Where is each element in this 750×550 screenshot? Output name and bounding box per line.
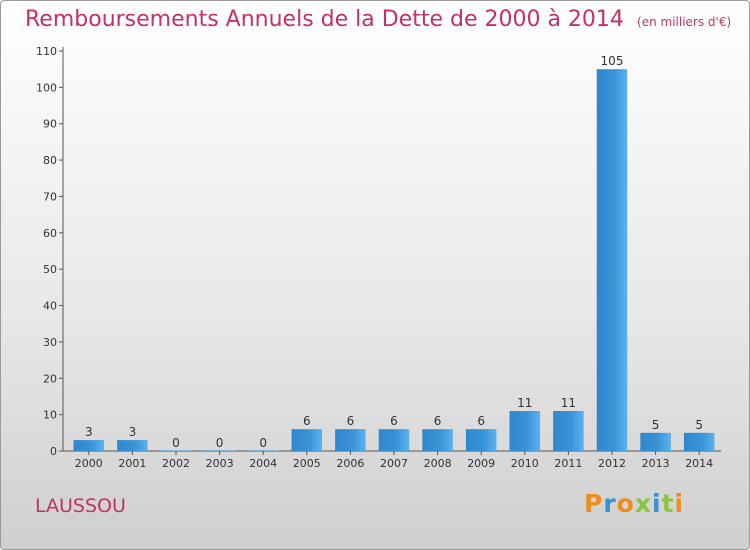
data-label: 6 (390, 414, 398, 428)
x-tick-label: 2004 (249, 457, 277, 470)
logo-letter: i (674, 489, 685, 518)
bar (117, 440, 148, 451)
logo-letter: r (603, 489, 617, 518)
y-tick-label: 30 (43, 336, 57, 349)
bar (640, 432, 671, 451)
y-tick-label: 20 (43, 372, 57, 385)
data-label: 5 (695, 418, 703, 432)
x-tick-label: 2001 (118, 457, 146, 470)
data-label: 11 (517, 396, 532, 410)
y-tick-label: 70 (43, 190, 57, 203)
bar (465, 429, 497, 451)
y-tick-label: 10 (43, 409, 57, 422)
x-tick-label: 2008 (424, 457, 452, 470)
data-label: 0 (259, 436, 267, 450)
x-tick-label: 2003 (206, 457, 234, 470)
commune-name: LAUSSOU (35, 495, 126, 517)
x-tick-label: 2002 (162, 457, 190, 470)
x-tick-label: 2000 (75, 457, 103, 470)
bar (291, 429, 323, 451)
logo-letter: x (634, 489, 652, 518)
y-tick-label: 80 (43, 154, 57, 167)
title-row: Remboursements Annuels de la Dette de 20… (25, 7, 731, 32)
bar (596, 69, 628, 451)
bar (160, 450, 192, 451)
y-tick-label: 90 (43, 118, 57, 131)
logo-letter: i (652, 489, 662, 518)
logo-letter: o (616, 489, 635, 518)
y-tick-label: 110 (36, 45, 57, 58)
data-label: 0 (216, 436, 224, 450)
x-tick-label: 2014 (685, 457, 713, 470)
bar (683, 432, 715, 451)
x-tick-label: 2007 (380, 457, 408, 470)
data-label: 3 (85, 425, 93, 439)
data-label: 11 (561, 396, 576, 410)
bar (204, 450, 235, 451)
data-label: 6 (303, 414, 311, 428)
data-label: 105 (601, 54, 624, 68)
chart-title: Remboursements Annuels de la Dette de 20… (25, 7, 624, 32)
bar (335, 429, 366, 451)
y-tick-label: 50 (43, 263, 57, 276)
data-label: 6 (347, 414, 355, 428)
data-label: 3 (129, 425, 137, 439)
bar (378, 429, 410, 451)
chart-subtitle: (en milliers d'€) (637, 15, 732, 29)
bar (422, 429, 453, 451)
logo-letter: P (584, 489, 604, 518)
x-tick-label: 2010 (511, 457, 539, 470)
bar (509, 411, 541, 451)
y-tick-label: 40 (43, 300, 57, 313)
data-label: 6 (434, 414, 442, 428)
y-tick-label: 0 (50, 445, 57, 458)
logo-letter: t (661, 489, 675, 518)
x-tick-label: 2006 (336, 457, 364, 470)
y-tick-label: 100 (36, 81, 57, 94)
bar (553, 411, 584, 451)
bar (73, 440, 105, 451)
bar (247, 450, 279, 451)
y-tick-label: 60 (43, 227, 57, 240)
x-tick-label: 2013 (642, 457, 670, 470)
x-tick-label: 2012 (598, 457, 626, 470)
data-label: 6 (477, 414, 485, 428)
proxiti-logo: Proxiti (584, 489, 684, 518)
data-label: 0 (172, 436, 180, 450)
data-label: 5 (652, 418, 660, 432)
x-tick-label: 2009 (467, 457, 495, 470)
x-tick-label: 2011 (554, 457, 582, 470)
x-tick-label: 2005 (293, 457, 321, 470)
